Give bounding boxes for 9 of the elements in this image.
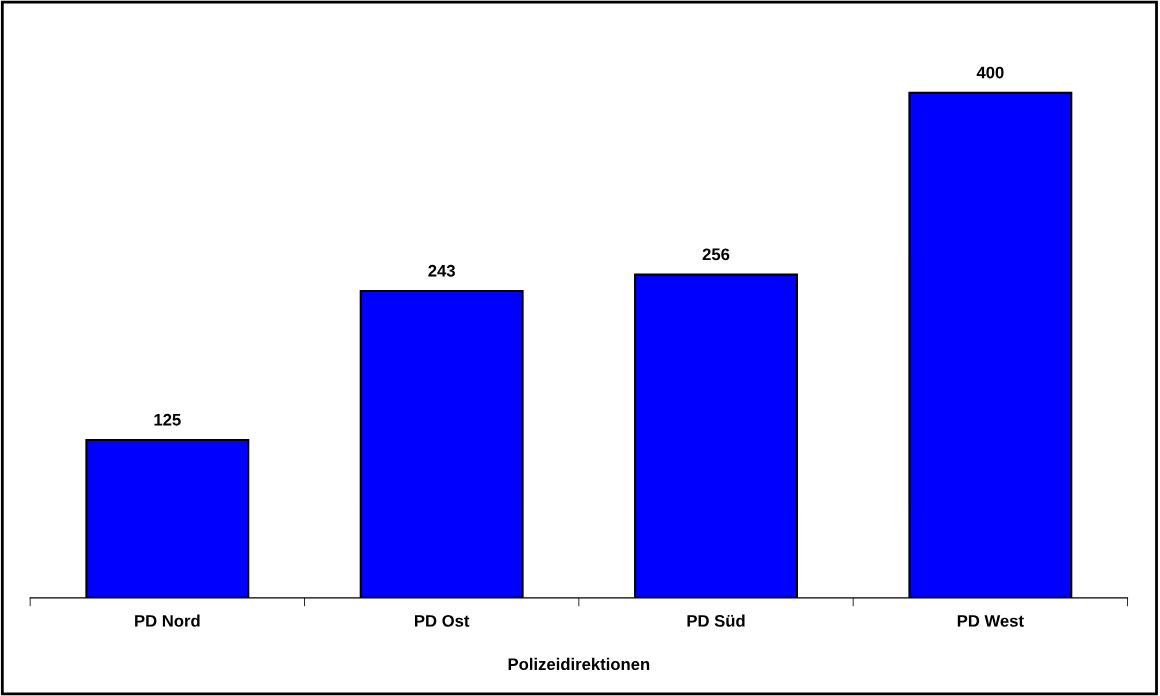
x-tick-label: PD Ost — [415, 614, 470, 627]
data-label: 243 — [428, 264, 455, 277]
data-label: 400 — [976, 66, 1004, 79]
x-tick-label: PD Süd — [687, 614, 745, 627]
x-tick-label: PD Nord — [135, 614, 200, 627]
data-label: 125 — [154, 413, 181, 426]
x-tick-label: PD West — [957, 615, 1024, 627]
x-axis-title: Polizeidirektionen — [508, 657, 650, 671]
data-label: 256 — [702, 248, 730, 261]
